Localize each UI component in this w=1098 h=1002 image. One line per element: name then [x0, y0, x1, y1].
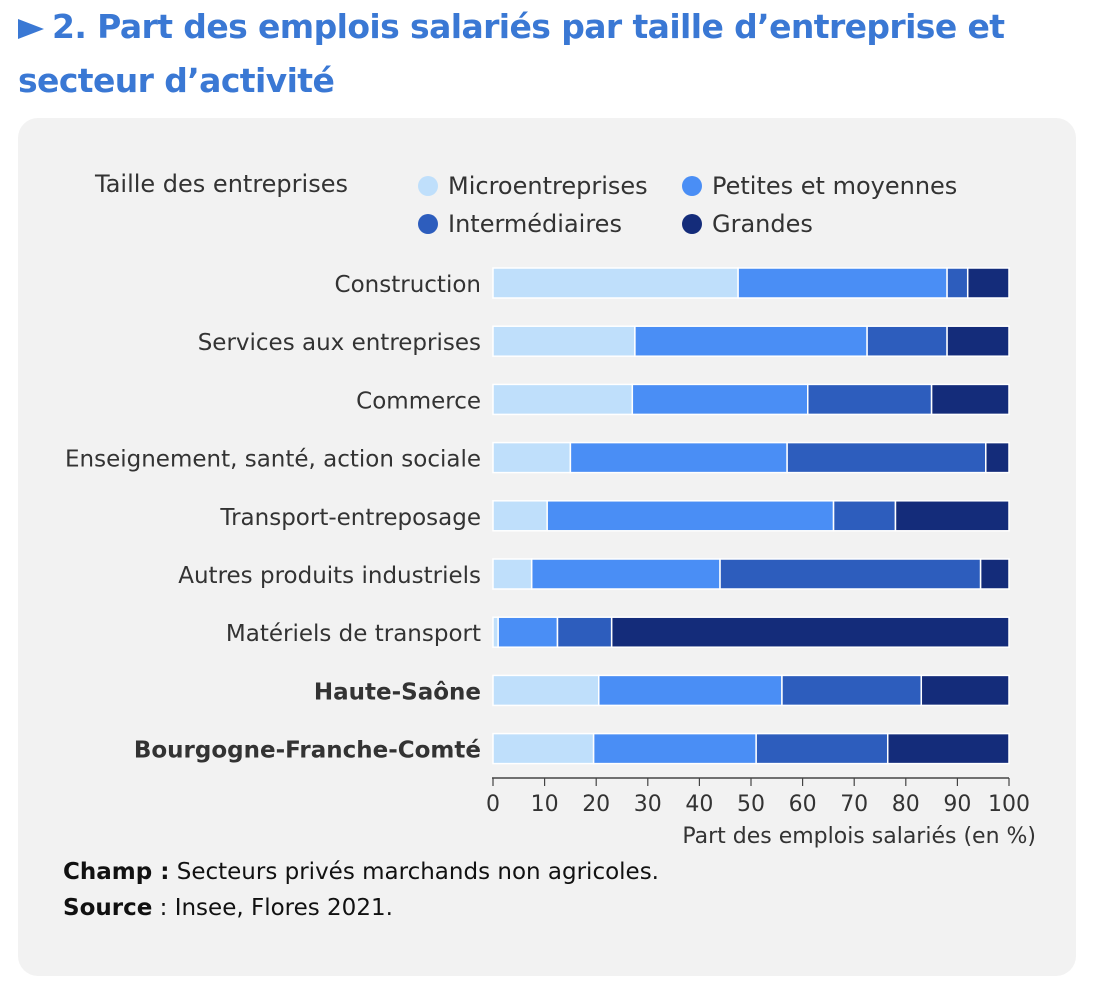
legend-title: Taille des entreprises	[95, 170, 348, 198]
bar-materiels-de-transport-intermediaires	[556, 616, 613, 648]
bar-transport-entreposage-petites-et-moyennes	[546, 500, 835, 532]
legend-swatch	[418, 214, 438, 234]
legend-swatch	[682, 214, 702, 234]
bar-enseignement-sante-action-sociale-microentreprises	[492, 441, 572, 474]
x-axis-title: Part des emplois salariés (en %)	[682, 824, 1036, 849]
x-tick-label: 90	[943, 792, 971, 817]
legend-label: Intermédiaires	[448, 210, 622, 238]
legend-label: Microentreprises	[448, 172, 648, 200]
bar-commerce-petites-et-moyennes	[631, 383, 809, 416]
champ-note: Champ : Secteurs privés marchands non ag…	[63, 854, 659, 890]
bar-enseignement-sante-action-sociale-petites-et-moyennes	[569, 441, 788, 474]
bar-materiels-de-transport-petites-et-moyennes	[497, 616, 559, 648]
bar-services-aux-entreprises-intermediaires	[866, 325, 948, 357]
legend-label: Petites et moyennes	[712, 172, 958, 200]
bar-construction-grandes	[966, 267, 1010, 299]
bar-commerce-intermediaires	[807, 383, 933, 416]
category-label: Matériels de transport	[226, 621, 481, 647]
category-label: Bourgogne-Franche-Comté	[134, 738, 481, 764]
legend-swatch	[418, 176, 438, 196]
source-text: : Insee, Flores 2021.	[152, 895, 393, 921]
chart-heading: 2. Part des emplois salariés par taille …	[18, 0, 1078, 108]
legend-item-microentreprises: Microentreprises	[418, 172, 648, 200]
chart-panel	[18, 118, 1076, 976]
legend-item-grandes: Grandes	[682, 210, 813, 238]
chart-notes: Champ : Secteurs privés marchands non ag…	[63, 854, 659, 926]
bar-bourgogne-franche-comte-intermediaires	[755, 732, 889, 765]
category-label: Construction	[335, 272, 481, 298]
x-tick-label: 0	[486, 792, 500, 817]
bar-construction-intermediaires	[946, 267, 969, 299]
champ-label: Champ :	[63, 859, 170, 885]
bar-services-aux-entreprises-petites-et-moyennes	[634, 325, 868, 357]
bar-autres-produits-industriels-petites-et-moyennes	[530, 558, 721, 590]
bar-services-aux-entreprises-grandes	[946, 325, 1010, 357]
bar-bourgogne-franche-comte-grandes	[886, 732, 1010, 765]
bar-haute-saone-microentreprises	[492, 674, 600, 707]
bar-transport-entreposage-microentreprises	[492, 500, 548, 532]
legend-swatch	[682, 176, 702, 196]
bar-haute-saone-petites-et-moyennes	[598, 674, 783, 707]
x-tick-label: 30	[634, 792, 662, 817]
bar-commerce-microentreprises	[492, 383, 634, 416]
bar-transport-entreposage-grandes	[894, 500, 1010, 532]
bar-transport-entreposage-intermediaires	[832, 500, 897, 532]
x-tick-label: 40	[685, 792, 713, 817]
category-label: Autres produits industriels	[178, 563, 481, 589]
x-tick-label: 20	[582, 792, 610, 817]
bar-materiels-de-transport-microentreprises	[492, 616, 499, 648]
category-label: Commerce	[356, 388, 481, 414]
category-label: Services aux entreprises	[198, 330, 481, 356]
bar-haute-saone-grandes	[920, 674, 1010, 707]
x-tick-label: 10	[531, 792, 559, 817]
bar-autres-produits-industriels-intermediaires	[719, 558, 982, 590]
triangle-bullet-icon	[18, 19, 44, 39]
source-note: Source : Insee, Flores 2021.	[63, 890, 659, 926]
bar-bourgogne-franche-comte-petites-et-moyennes	[592, 732, 757, 765]
x-tick-label: 80	[892, 792, 920, 817]
bar-haute-saone-intermediaires	[781, 674, 923, 707]
bar-bourgogne-franche-comte-microentreprises	[492, 732, 595, 765]
bar-enseignement-sante-action-sociale-intermediaires	[786, 441, 987, 474]
bar-autres-produits-industriels-grandes	[979, 558, 1010, 590]
x-tick-label: 70	[840, 792, 868, 817]
legend-item-intermediaires: Intermédiaires	[418, 210, 622, 238]
category-label: Haute-Saône	[314, 679, 481, 705]
bar-construction-petites-et-moyennes	[737, 267, 948, 299]
champ-text: Secteurs privés marchands non agricoles.	[169, 859, 659, 885]
x-tick-label: 50	[737, 792, 765, 817]
chart-title: 2. Part des emplois salariés par taille …	[18, 7, 1005, 100]
x-tick-label: 60	[789, 792, 817, 817]
bar-materiels-de-transport-grandes	[610, 616, 1010, 648]
category-label: Enseignement, santé, action sociale	[65, 447, 481, 473]
bar-enseignement-sante-action-sociale-grandes	[985, 441, 1010, 474]
bar-services-aux-entreprises-microentreprises	[492, 325, 636, 357]
category-label: Transport-entreposage	[219, 505, 481, 531]
legend-item-petites-et-moyennes: Petites et moyennes	[682, 172, 957, 200]
bar-construction-microentreprises	[492, 267, 739, 299]
bar-commerce-grandes	[930, 383, 1010, 416]
bar-autres-produits-industriels-microentreprises	[492, 558, 533, 590]
x-tick-label: 100	[988, 792, 1030, 817]
legend-label: Grandes	[712, 210, 813, 238]
source-label: Source	[63, 895, 153, 921]
